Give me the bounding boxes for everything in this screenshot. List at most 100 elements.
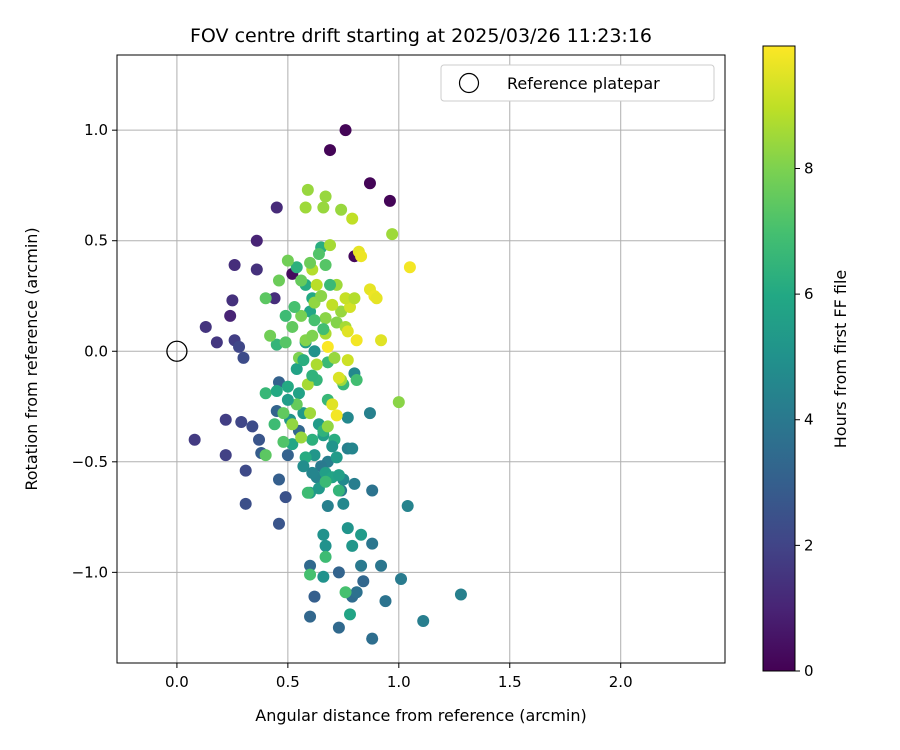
data-point: [297, 354, 310, 367]
data-point: [281, 393, 294, 406]
data-point: [348, 292, 361, 305]
data-point: [304, 407, 317, 420]
data-point: [366, 632, 379, 645]
y-axis-ticks: −1.0 −0.5 0.0 0.5 1.0: [72, 121, 117, 581]
data-point: [370, 292, 383, 305]
chart-title: FOV centre drift starting at 2025/03/26 …: [190, 25, 652, 47]
data-point: [321, 420, 334, 433]
data-point: [332, 621, 345, 634]
data-point: [417, 614, 430, 627]
data-point: [337, 497, 350, 510]
plot-area: 0.0 0.5 1.0 1.5 2.0 −1.0 −0.5 0.0 0.5 1.0: [72, 54, 726, 691]
y-tick-label: 0.0: [84, 342, 108, 360]
data-point: [304, 559, 317, 572]
data-point: [403, 261, 416, 274]
data-point: [304, 610, 317, 623]
data-point: [346, 539, 359, 552]
data-point: [272, 517, 285, 530]
data-point: [246, 420, 259, 433]
data-point: [392, 396, 405, 409]
data-point: [319, 550, 332, 563]
x-tick-label: 0.0: [165, 673, 189, 691]
data-point: [317, 570, 330, 583]
data-point: [239, 497, 252, 510]
data-point: [270, 201, 283, 214]
data-point: [279, 309, 292, 322]
data-point: [312, 247, 325, 260]
x-tick-label: 1.5: [498, 673, 522, 691]
data-point: [343, 608, 356, 621]
data-point: [268, 418, 281, 431]
plot-frame: [116, 54, 726, 664]
data-point: [295, 274, 308, 287]
data-point: [250, 234, 263, 247]
data-point: [324, 278, 337, 291]
data-point: [346, 442, 359, 455]
data-point: [386, 228, 399, 241]
data-point: [357, 575, 370, 588]
data-point: [310, 278, 323, 291]
gridlines: [117, 55, 725, 663]
data-point: [306, 329, 319, 342]
data-point: [233, 340, 246, 353]
x-tick-label: 1.0: [387, 673, 411, 691]
data-point: [286, 418, 299, 431]
data-point: [292, 387, 305, 400]
data-point: [259, 292, 272, 305]
data-point: [348, 477, 361, 490]
data-point: [188, 433, 201, 446]
data-point: [301, 183, 314, 196]
data-point: [454, 588, 467, 601]
x-tick-label: 2.0: [609, 673, 633, 691]
data-point: [277, 435, 290, 448]
x-axis-ticks: 0.0 0.5 1.0 1.5 2.0: [165, 663, 633, 691]
data-point: [239, 464, 252, 477]
data-point: [237, 351, 250, 364]
data-point: [330, 316, 343, 329]
data-point: [308, 590, 321, 603]
data-point: [355, 528, 368, 541]
colorbar-ticks: 0 2 4 6 8: [795, 159, 814, 680]
data-point: [339, 292, 352, 305]
data-point: [306, 466, 319, 479]
data-point: [363, 407, 376, 420]
data-point: [295, 309, 308, 322]
colorbar-tick-label: 6: [804, 285, 814, 303]
data-point: [295, 431, 308, 444]
data-point: [319, 312, 332, 325]
data-point: [304, 568, 317, 581]
data-point: [224, 309, 237, 322]
x-tick-label: 0.5: [276, 673, 300, 691]
data-point: [341, 522, 354, 535]
data-points: [188, 124, 467, 645]
reference-platepar-marker: [166, 340, 188, 362]
data-point: [290, 362, 303, 375]
data-point: [319, 475, 332, 488]
reference-point: [166, 340, 188, 362]
data-point: [332, 469, 345, 482]
data-point: [290, 261, 303, 274]
y-tick-label: 0.5: [84, 232, 108, 250]
y-tick-label: −0.5: [72, 453, 108, 471]
data-point: [301, 378, 314, 391]
data-point: [235, 416, 248, 429]
data-point: [328, 351, 341, 364]
data-point: [304, 305, 317, 318]
data-point: [379, 595, 392, 608]
data-point: [310, 358, 323, 371]
data-point: [324, 144, 337, 157]
data-point: [395, 572, 408, 585]
data-point: [330, 409, 343, 422]
data-point: [363, 177, 376, 190]
data-point: [330, 451, 343, 464]
data-point: [210, 336, 223, 349]
legend-marker-reference: [458, 72, 480, 94]
data-point: [317, 528, 330, 541]
legend: Reference platepar: [440, 64, 715, 102]
data-point: [315, 289, 328, 302]
data-point: [288, 301, 301, 314]
colorbar-tick-label: 8: [804, 159, 814, 177]
data-point: [306, 433, 319, 446]
data-point: [228, 259, 241, 272]
colorbar-gradient: [762, 45, 796, 672]
